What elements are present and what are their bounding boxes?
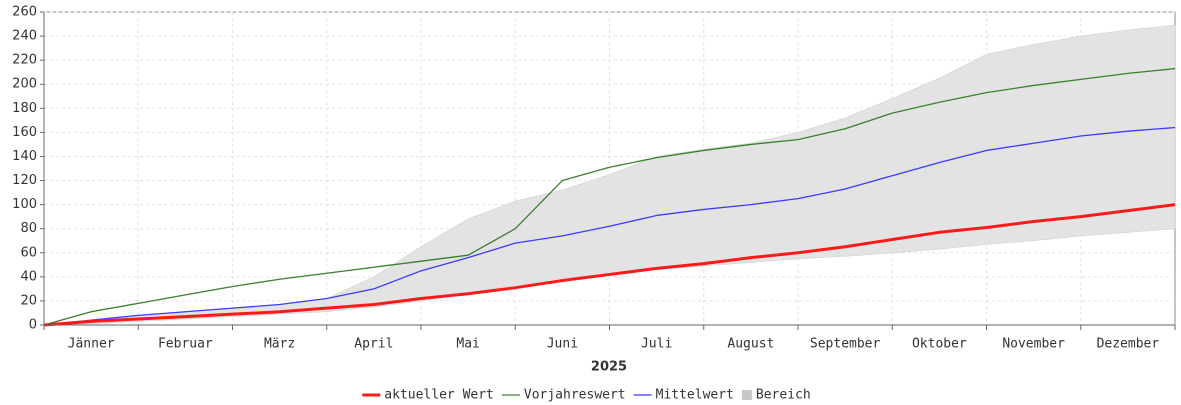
y-tick-label: 20 [20,293,37,308]
x-axis-label: 2025 [591,360,627,375]
y-tick-label: 260 [12,5,37,20]
x-tick-label: Juni [547,337,578,352]
legend-label: Vorjahreswert [524,388,626,403]
line [43,126,1176,326]
y-tick-label: 160 [12,125,37,140]
y-tick-label: 80 [20,221,37,236]
x-tick-label: November [1002,337,1065,352]
range-area [43,24,1176,326]
x-tick-label: Februar [158,337,213,352]
x-tick-label: Jänner [68,337,115,352]
legend-label: aktueller Wert [384,388,494,403]
x-tick-label: April [354,337,393,352]
y-tick-label: 180 [12,101,37,116]
x-tick-label: Oktober [912,337,967,352]
x-tick-label: Mai [456,337,479,352]
y-tick-label: 220 [12,53,37,68]
legend-swatch [741,390,752,400]
x-tick-label: August [727,337,774,352]
y-tick-label: 40 [20,269,37,284]
y-tick-label: 240 [12,29,37,44]
y-tick-label: 200 [12,77,37,92]
line [43,67,1176,326]
y-tick-label: 0 [29,318,37,333]
line [43,203,1176,327]
x-tick-label: Dezember [1097,337,1160,352]
y-tick-label: 100 [12,197,37,212]
x-tick-label: September [810,337,881,352]
legend-label: Bereich [756,388,811,403]
y-tick-label: 120 [12,173,37,188]
legend-label: Mittelwert [656,388,734,403]
x-tick-label: Juli [641,337,672,352]
y-tick-label: 60 [20,245,37,260]
x-tick-label: März [264,337,295,352]
y-tick-label: 140 [12,149,37,164]
